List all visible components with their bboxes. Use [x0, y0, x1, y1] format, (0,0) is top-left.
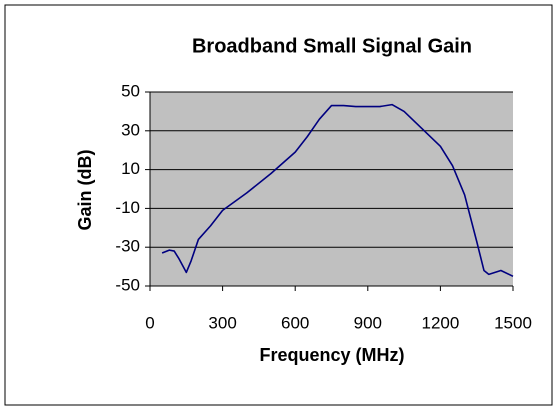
x-tick-label: 600: [281, 313, 309, 332]
y-tick-label: -30: [115, 237, 140, 256]
x-axis-label: Frequency (MHz): [259, 345, 404, 365]
plot-area: [150, 92, 513, 286]
data-line: [161, 103, 514, 278]
x-tick-label: 0: [145, 313, 154, 332]
y-axis-label: Gain (dB): [75, 150, 95, 231]
y-tick-label: 30: [121, 120, 140, 139]
y-tick-label: -50: [115, 275, 140, 294]
x-tick-label: 300: [208, 313, 236, 332]
chart-title: Broadband Small Signal Gain: [192, 35, 472, 57]
x-tick-label: 1500: [494, 313, 532, 332]
y-tick-label: 50: [121, 81, 140, 100]
y-tick-label: 10: [121, 159, 140, 178]
x-tick-label: 900: [354, 313, 382, 332]
x-tick-label: 1200: [421, 313, 459, 332]
y-tick-label: -10: [115, 198, 140, 217]
